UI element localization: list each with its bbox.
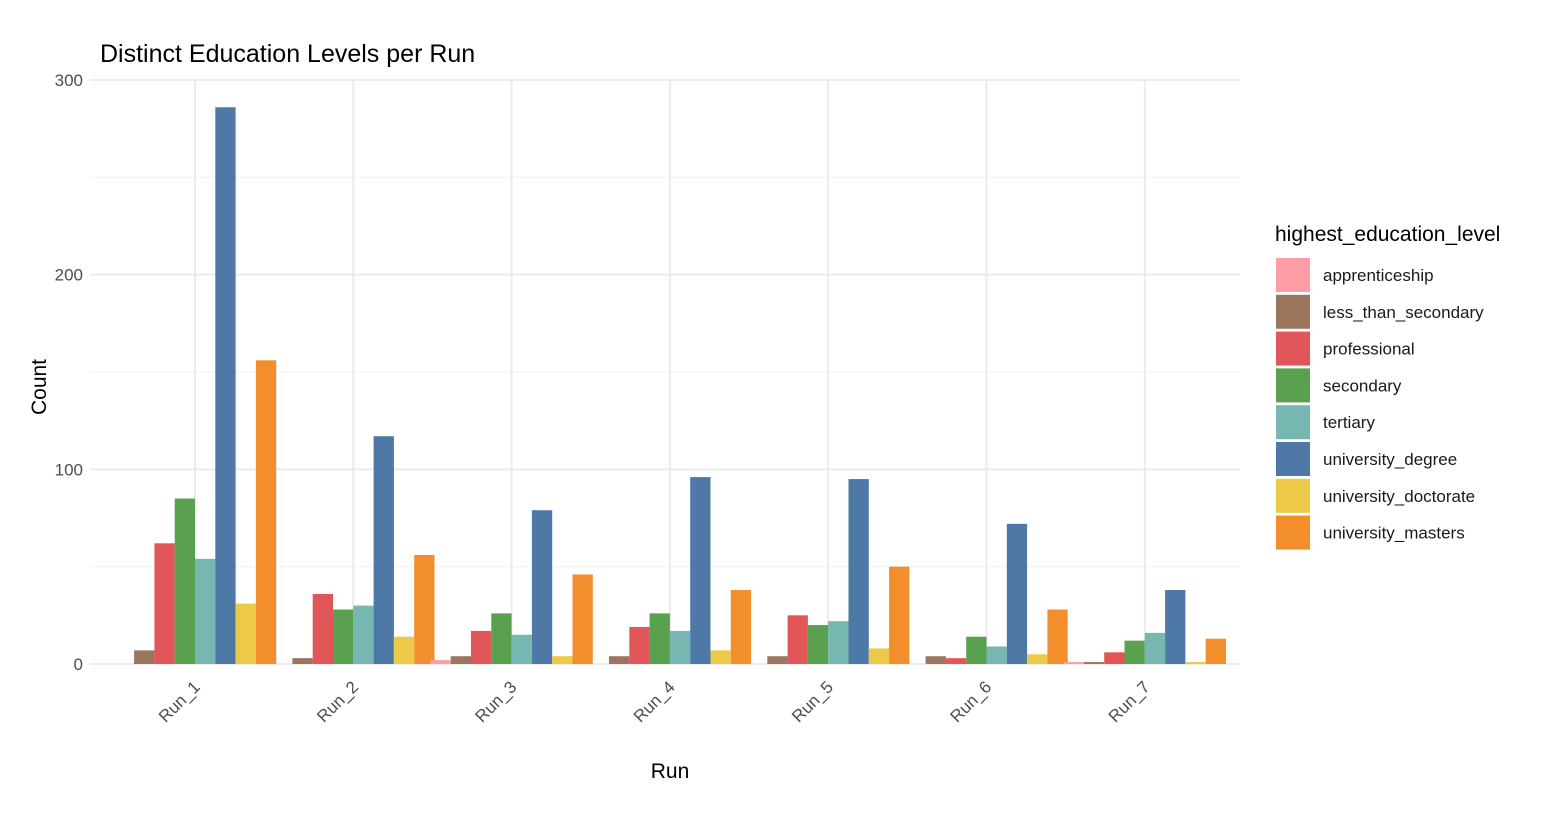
legend-label: university_degree xyxy=(1323,450,1457,469)
x-axis-ticks: Run_1 Run_2 Run_3 Run_4 Run_5 Run_6 Run_7 xyxy=(155,677,1154,726)
bar xyxy=(511,634,532,664)
x-tick-label: Run_1 xyxy=(155,677,204,726)
bar xyxy=(1144,632,1166,664)
bar xyxy=(629,627,650,664)
bar xyxy=(868,648,890,664)
bar xyxy=(807,625,829,664)
legend-items: apprenticeship less_than_secondaryprofess… xyxy=(1276,258,1484,550)
bar xyxy=(1006,523,1028,664)
bar xyxy=(925,656,946,664)
legend-key xyxy=(1276,515,1310,550)
bar xyxy=(889,566,910,664)
bar xyxy=(1083,662,1105,664)
bar xyxy=(1047,609,1068,664)
bar xyxy=(531,510,553,664)
grid-lines xyxy=(90,79,1240,665)
x-tick-label: Run_2 xyxy=(313,677,362,726)
bar xyxy=(134,650,155,664)
bar xyxy=(1205,638,1226,664)
bar xyxy=(787,615,808,664)
x-tick-label: Run_4 xyxy=(630,677,679,726)
bar xyxy=(710,650,731,664)
legend-key xyxy=(1276,331,1310,366)
legend-key xyxy=(1276,258,1310,292)
legend-key xyxy=(1276,478,1310,513)
bar xyxy=(649,613,670,664)
bar xyxy=(215,107,236,664)
bar xyxy=(154,543,175,664)
bar xyxy=(1165,590,1186,664)
bar xyxy=(353,605,374,664)
legend: highest_education_level apprenticeship le… xyxy=(1275,223,1500,550)
bar xyxy=(669,630,691,664)
bar xyxy=(1185,662,1206,664)
legend-label: apprenticeship xyxy=(1323,266,1434,285)
x-axis-title: Run xyxy=(651,760,690,783)
bar xyxy=(945,658,967,664)
x-tick-label: Run_5 xyxy=(788,677,837,726)
bar xyxy=(828,621,849,664)
y-tick-label: 300 xyxy=(55,71,83,90)
bar xyxy=(235,603,256,664)
bar xyxy=(609,656,630,664)
legend-label: university_masters xyxy=(1323,524,1465,543)
bar xyxy=(552,656,573,664)
legend-key xyxy=(1276,294,1310,329)
y-axis-title: Count xyxy=(28,359,51,415)
bar xyxy=(1124,640,1145,664)
legend-label: professional xyxy=(1323,340,1415,359)
bar xyxy=(333,609,354,664)
bar xyxy=(1104,652,1125,664)
y-axis-ticks: 0 100 200 300 xyxy=(55,71,83,674)
bar xyxy=(393,636,415,664)
legend-label: university_doctorate xyxy=(1323,487,1475,506)
bar xyxy=(255,360,277,664)
legend-key xyxy=(1276,442,1310,476)
bar xyxy=(491,613,512,664)
y-tick-label: 0 xyxy=(74,655,83,674)
bar xyxy=(690,477,711,664)
bar xyxy=(730,590,752,664)
bar-marks xyxy=(134,107,1226,664)
x-tick-label: Run_7 xyxy=(1105,677,1154,726)
legend-title: highest_education_level xyxy=(1275,223,1500,246)
bar xyxy=(966,636,987,664)
bar xyxy=(312,593,333,664)
bar xyxy=(450,656,471,664)
bar xyxy=(195,558,216,664)
legend-key xyxy=(1276,368,1310,403)
legend-label: secondary xyxy=(1323,376,1402,395)
bar xyxy=(430,660,451,664)
bar xyxy=(767,656,788,664)
bar xyxy=(1027,654,1048,664)
bar xyxy=(174,498,195,664)
x-tick-label: Run_3 xyxy=(472,677,521,726)
chart-title: Distinct Education Levels per Run xyxy=(100,40,475,68)
bar xyxy=(1063,662,1084,664)
x-tick-label: Run_6 xyxy=(946,677,995,726)
bar xyxy=(471,630,492,664)
bar xyxy=(848,479,869,664)
y-tick-label: 100 xyxy=(55,460,83,479)
legend-key xyxy=(1276,405,1310,440)
legend-label: less_than_secondary xyxy=(1323,303,1484,322)
bar xyxy=(373,436,394,664)
bar xyxy=(986,646,1007,664)
legend-label: tertiary xyxy=(1323,413,1375,432)
bar xyxy=(292,658,313,664)
bar xyxy=(572,574,593,664)
bar xyxy=(414,554,435,664)
y-tick-label: 200 xyxy=(55,266,83,285)
